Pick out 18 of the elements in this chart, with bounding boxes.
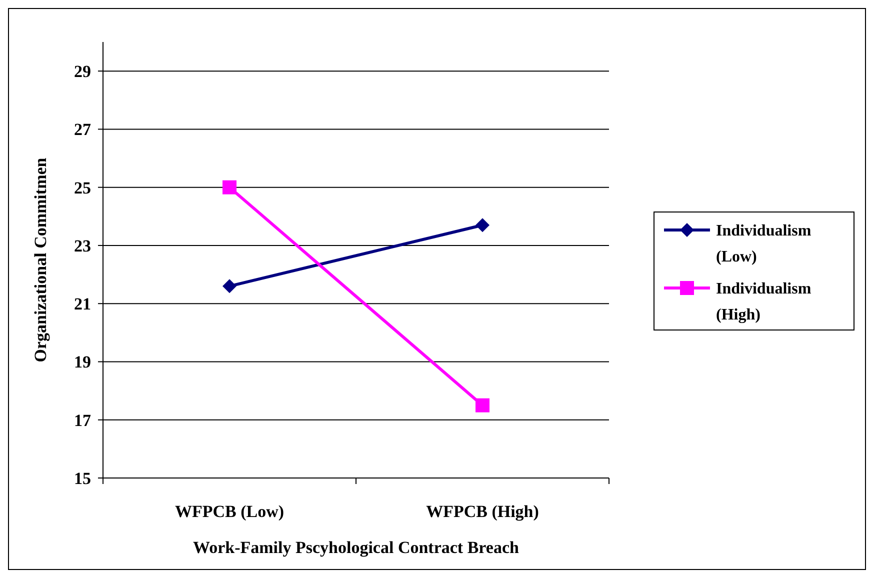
legend-label: Individualism (Low) (716, 222, 812, 266)
point (222, 279, 236, 294)
x-tick-label: WFPCB (Low) (174, 502, 284, 521)
x-axis-title: Work-Family Pscyhological Contract Breach (193, 538, 520, 557)
legend-label: Individualism (High) (716, 280, 812, 324)
y-tick-label: 23 (74, 236, 91, 256)
point (476, 218, 490, 232)
y-tick-label: 29 (74, 62, 91, 82)
y-tick-label: 21 (74, 294, 91, 314)
y-tick-label: 15 (74, 468, 91, 488)
y-tick-label: 19 (74, 352, 91, 372)
x-tick-label: WFPCB (High) (426, 502, 539, 521)
point (476, 398, 490, 412)
point (222, 180, 236, 194)
y-tick-label: 27 (74, 120, 92, 140)
y-axis-title: Organizational Commitmen (31, 157, 50, 362)
y-tick-label: 25 (74, 178, 91, 198)
y-tick-label: 17 (74, 410, 92, 430)
